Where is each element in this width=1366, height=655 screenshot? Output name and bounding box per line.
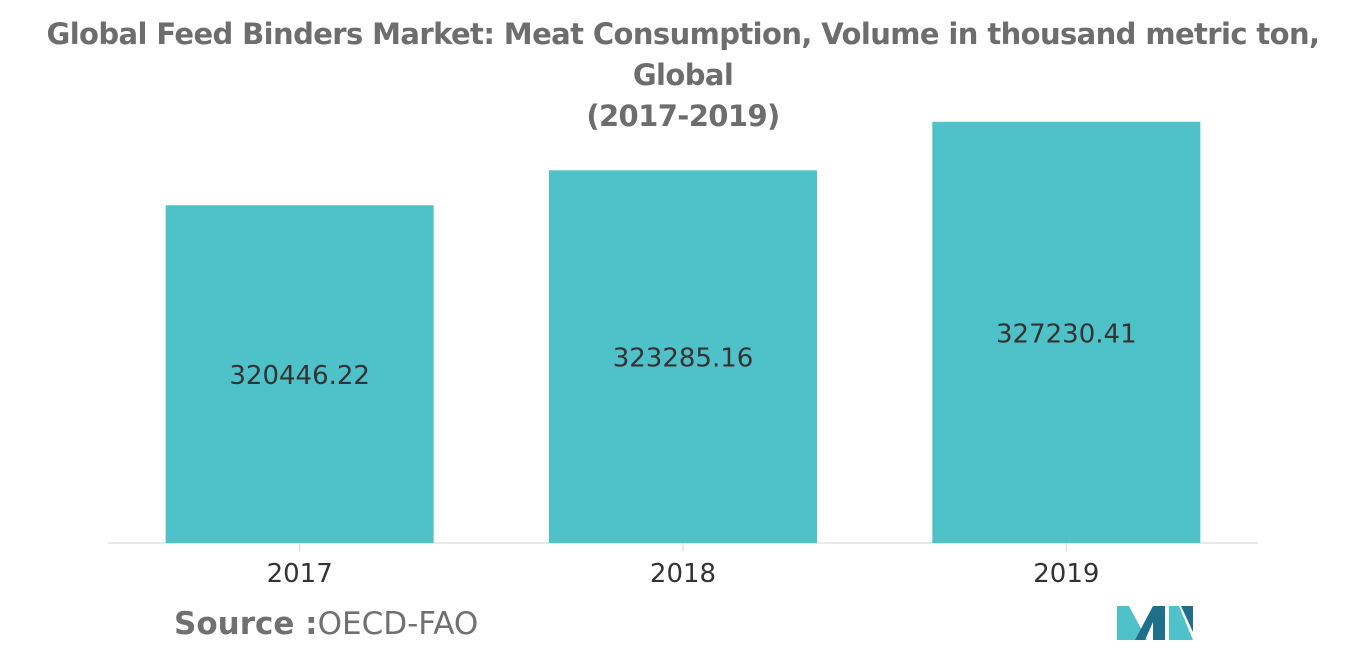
bar-2018 [549,170,817,543]
x-tick-label-2019: 2019 [1033,559,1099,589]
chart-title: Global Feed Binders Market: Meat Consump… [0,14,1366,137]
source-value: OECD-FAO [317,606,479,642]
bar-2017 [165,205,434,543]
source-note: Source :OECD-FAO [174,606,478,642]
chart-title-line-2: (2017-2019) [586,99,780,133]
source-label: Source : [174,606,318,642]
x-tick-label-2017: 2017 [267,559,333,589]
x-tick-label-2018: 2018 [650,559,716,589]
mordor-logo-icon [1117,606,1193,640]
chart-title-line-1: Global Feed Binders Market: Meat Consump… [46,17,1321,92]
data-label-2017: 320446.22 [229,361,370,391]
data-label-2018: 323285.16 [613,344,754,374]
bar-2019 [932,121,1201,543]
data-label-2019: 327230.41 [996,319,1137,349]
